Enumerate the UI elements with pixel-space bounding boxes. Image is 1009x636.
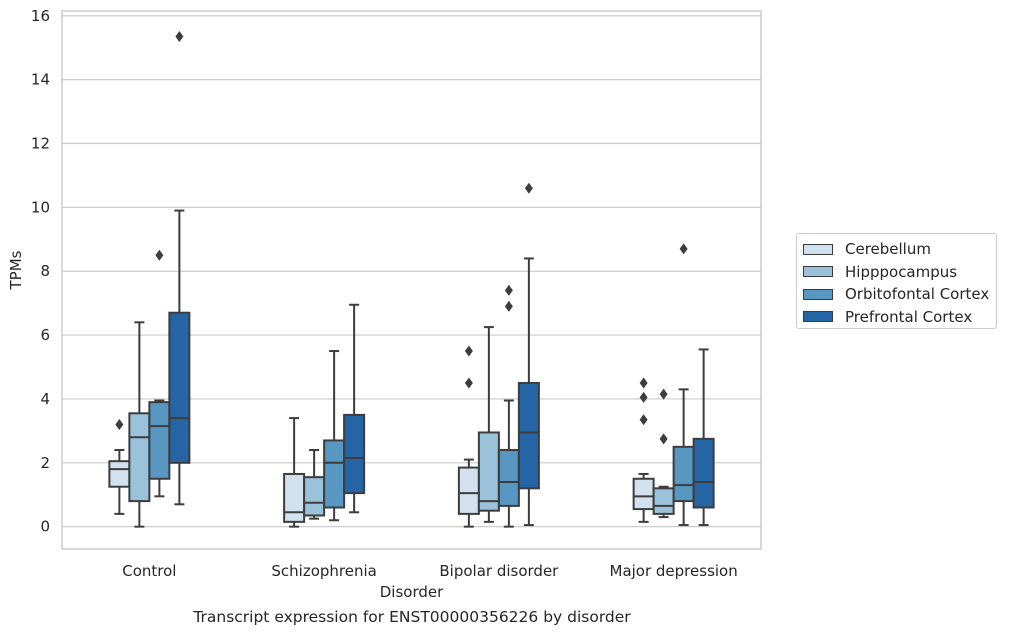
- legend-label: Cerebellum: [845, 240, 931, 259]
- legend-item: Orbitofontal Cortex: [797, 283, 996, 306]
- y-tick-label: 16: [31, 7, 50, 25]
- iqr-box: [692, 437, 715, 509]
- box-bipolar-disorder: [457, 345, 480, 528]
- iqr-box: [283, 472, 306, 523]
- outlier-point: [679, 243, 688, 255]
- series-orbitofontal-cortex: [148, 243, 695, 528]
- x-axis-label: Disorder: [380, 583, 444, 601]
- outlier-point: [639, 391, 648, 403]
- iqr-box: [632, 477, 655, 511]
- outlier-point: [464, 377, 473, 389]
- iqr-box: [128, 412, 151, 503]
- iqr-box: [517, 381, 540, 490]
- box-bipolar-disorder: [497, 284, 520, 528]
- legend-item: Hipppocampus: [797, 261, 996, 284]
- iqr-box: [652, 487, 675, 515]
- iqr-box: [672, 445, 695, 503]
- box-schizophrenia: [343, 303, 366, 514]
- outlier-point: [639, 414, 648, 426]
- iqr-box: [457, 466, 480, 515]
- y-axis-label: TPMs: [7, 250, 25, 290]
- box-control: [148, 249, 171, 498]
- outlier-point: [659, 433, 668, 445]
- iqr-box: [323, 439, 346, 509]
- y-tick-label: 8: [40, 262, 50, 280]
- y-axis-tick-labels: 0 2 4 6 8 10 12 14 16: [31, 7, 50, 536]
- legend-label: Orbitofontal Cortex: [845, 285, 990, 304]
- y-tick-label: 0: [40, 518, 50, 536]
- outlier-point: [155, 249, 164, 261]
- box-plot-series: [108, 31, 715, 528]
- outlier-point: [524, 182, 533, 194]
- y-tick-label: 6: [40, 326, 50, 344]
- y-tick-label: 4: [40, 390, 50, 408]
- box-major-depression: [632, 377, 655, 523]
- legend-item: Prefrontal Cortex: [797, 306, 996, 329]
- box-major-depression: [672, 243, 695, 527]
- outlier-point: [504, 284, 513, 296]
- x-axis-tick-labels: Control Schizophrenia Bipolar disorder Majo…: [122, 562, 737, 580]
- box-control: [108, 418, 131, 515]
- box-schizophrenia: [323, 350, 346, 522]
- iqr-box: [108, 460, 131, 488]
- legend-swatch: [803, 288, 833, 300]
- outlier-point: [115, 418, 124, 430]
- legend-swatch: [803, 266, 833, 278]
- y-tick-label: 14: [31, 71, 50, 89]
- chart-legend: Cerebellum Hipppocampus Orbitofontal Corte…: [796, 233, 997, 329]
- series-cerebellum: [108, 345, 655, 528]
- iqr-box: [303, 476, 326, 517]
- box-major-depression: [692, 348, 715, 527]
- y-tick-label: 12: [31, 135, 50, 153]
- x-tick-label: Major depression: [610, 562, 738, 580]
- iqr-box: [497, 449, 520, 507]
- outlier-point: [639, 377, 648, 389]
- box-control: [168, 31, 191, 506]
- figure-caption: Transcript expression for ENST0000035622…: [193, 608, 631, 626]
- legend-item: Cerebellum: [797, 238, 996, 261]
- box-schizophrenia: [303, 449, 326, 520]
- series-prefrontal-cortex: [168, 31, 715, 527]
- box-major-depression: [652, 388, 675, 519]
- legend-label: Hipppocampus: [845, 262, 958, 281]
- x-tick-label: Schizophrenia: [271, 562, 376, 580]
- legend-label: Prefrontal Cortex: [845, 307, 973, 326]
- box-bipolar-disorder: [477, 326, 500, 523]
- legend-swatch: [803, 311, 833, 323]
- y-tick-label: 10: [31, 198, 50, 216]
- y-tick-label: 2: [40, 454, 50, 472]
- legend-swatch: [803, 243, 833, 255]
- iqr-box: [148, 401, 171, 480]
- outlier-point: [504, 300, 513, 312]
- outlier-point: [464, 345, 473, 357]
- outlier-point: [175, 31, 184, 43]
- outlier-point: [659, 388, 668, 400]
- box-schizophrenia: [283, 417, 306, 528]
- series-hipppocampus: [128, 321, 675, 528]
- plot-area-frame: [61, 10, 762, 550]
- x-tick-label: Bipolar disorder: [439, 562, 559, 580]
- x-tick-label: Control: [122, 562, 176, 580]
- iqr-box: [168, 311, 191, 464]
- iqr-box: [477, 431, 500, 512]
- iqr-box: [343, 413, 366, 495]
- box-bipolar-disorder: [517, 182, 540, 527]
- box-control: [128, 321, 151, 528]
